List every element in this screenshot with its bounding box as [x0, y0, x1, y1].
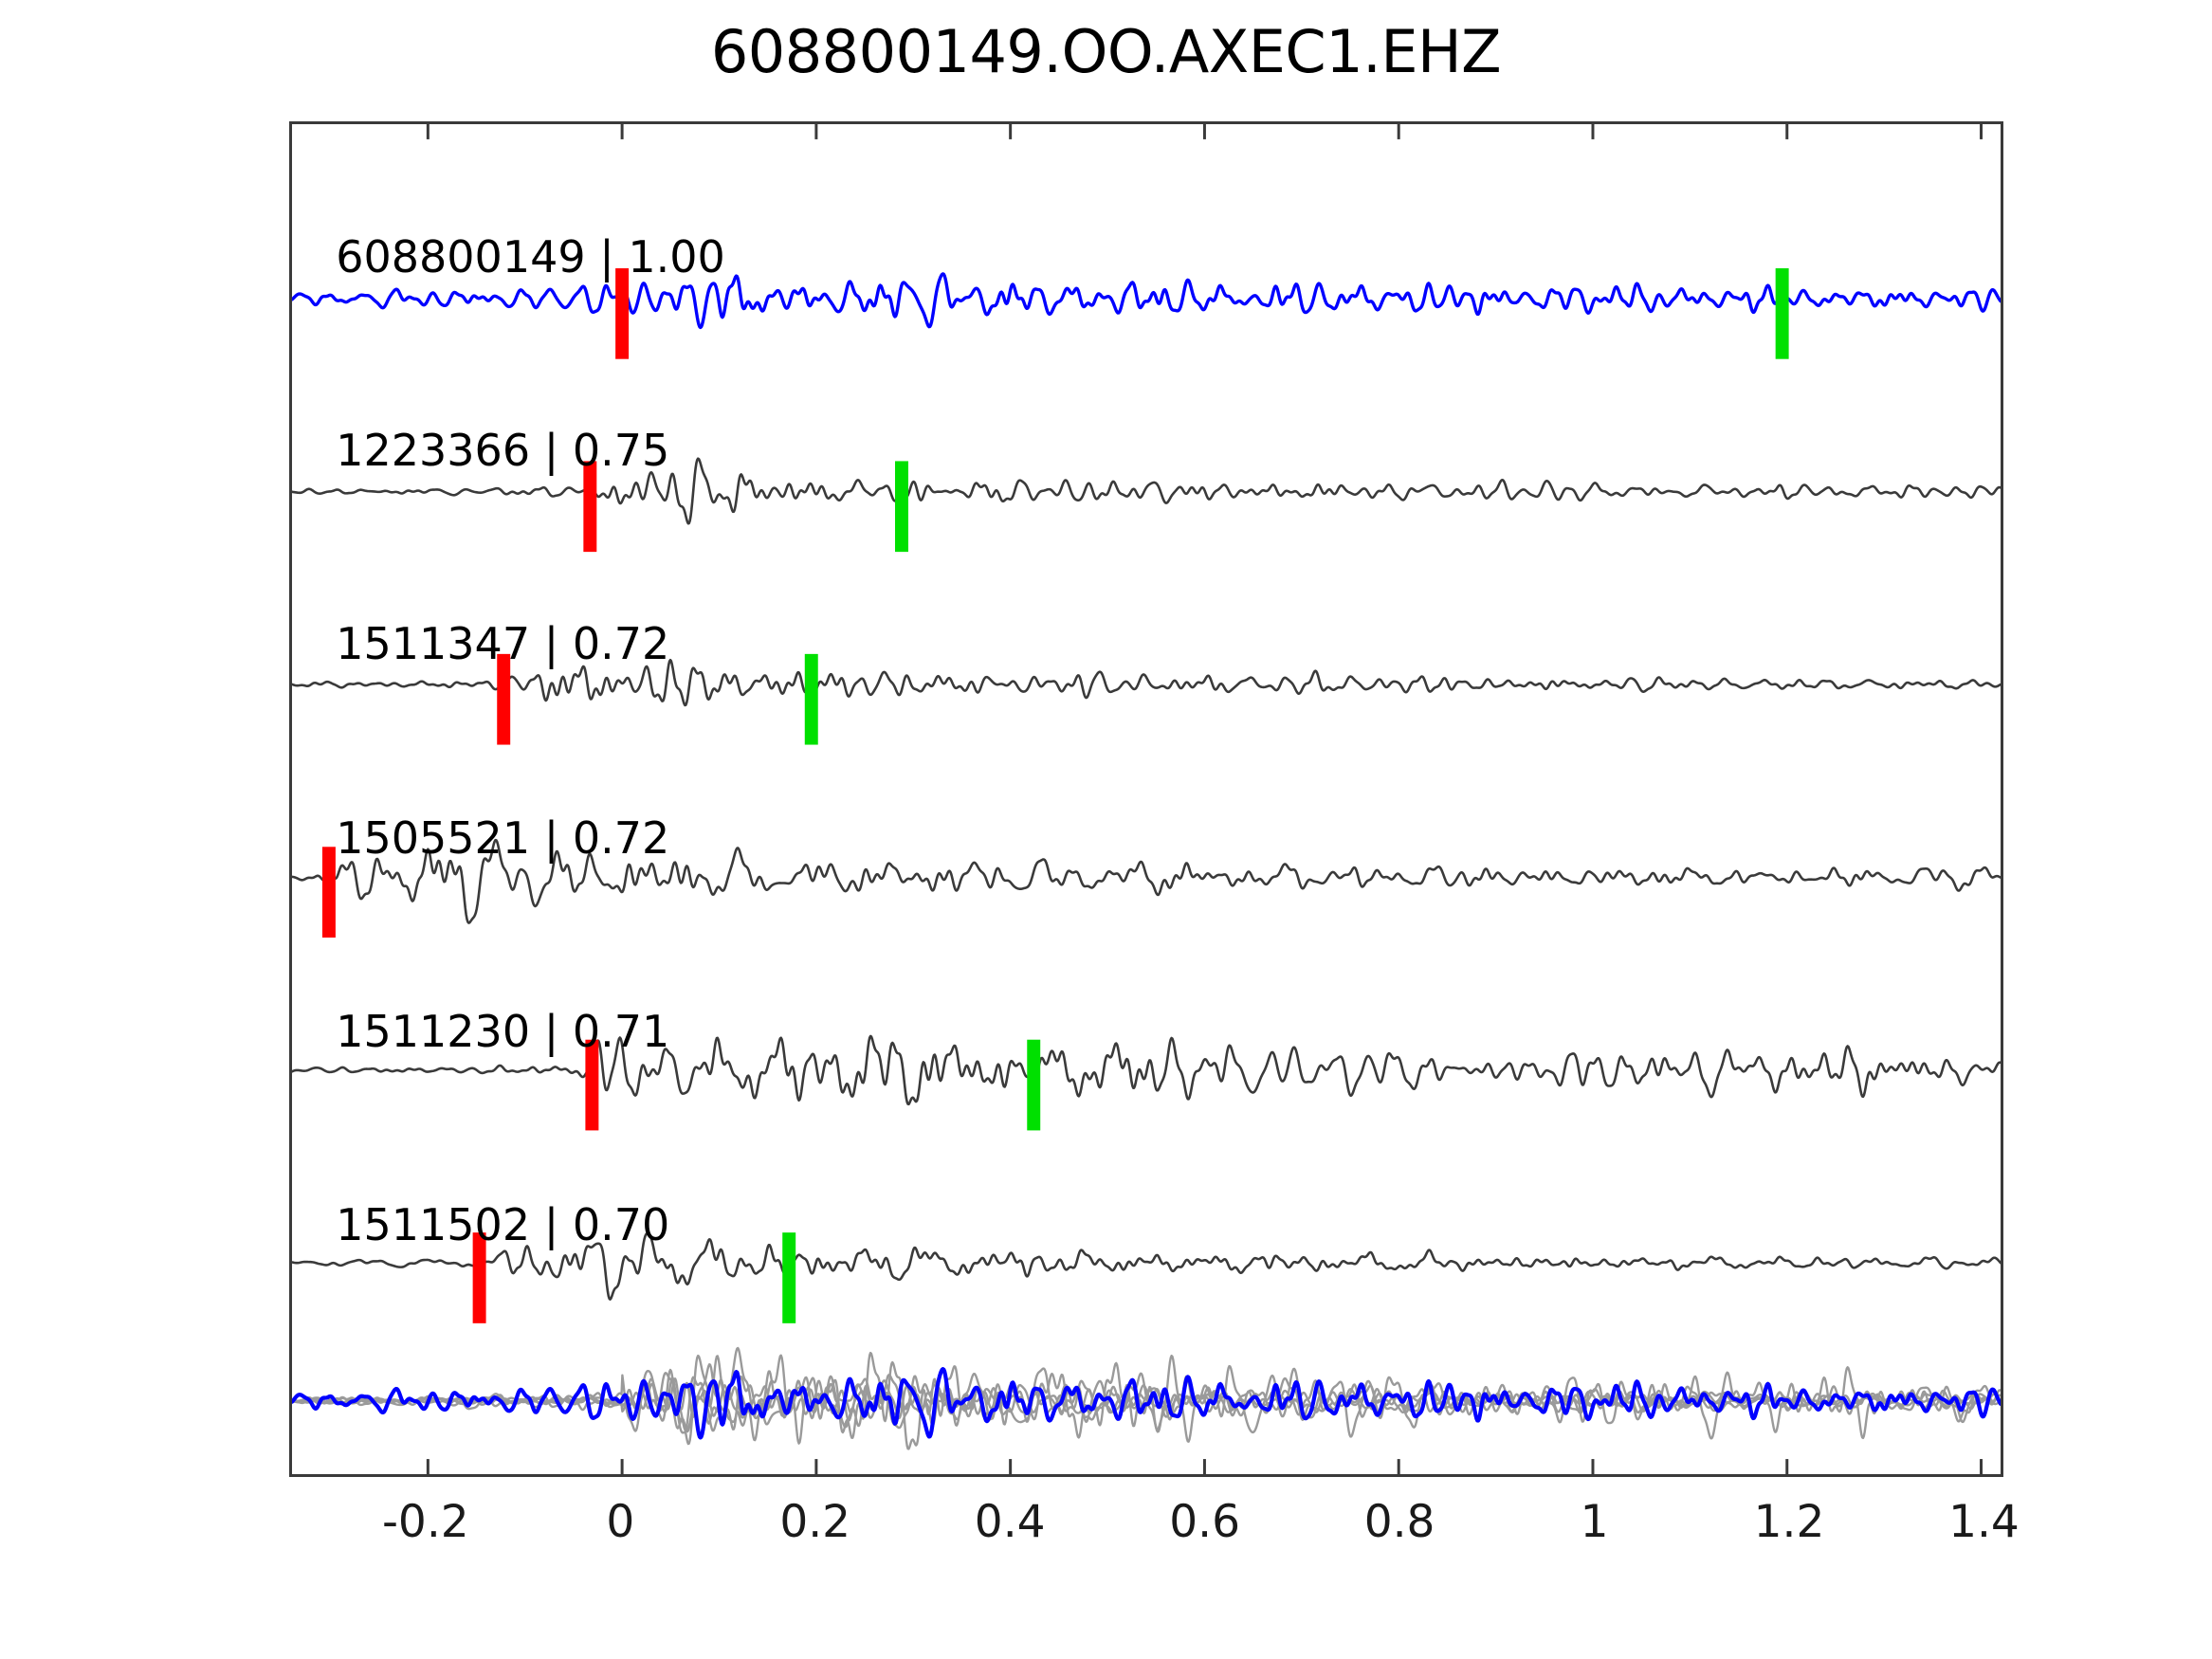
pick-marker-p-1511230[interactable] — [585, 1039, 599, 1131]
x-tick-label-6: 1 — [1580, 1496, 1609, 1548]
x-tick-label-7: 1.2 — [1753, 1496, 1825, 1548]
x-tick-label-5: 0.8 — [1363, 1496, 1435, 1548]
pick-marker-s-1511347[interactable] — [804, 653, 818, 745]
waveform-plot — [292, 124, 2001, 1474]
plot-axes[interactable]: 608800149 | 1.00 1223366 | 0.75 1511347 | … — [289, 121, 2003, 1477]
waveform-trace-1511230 — [292, 1034, 2001, 1106]
x-axis-tick-labels: -0.2 0 0.2 0.4 0.6 0.8 1 1.2 1.4 — [0, 1496, 2212, 1572]
pick-marker-p-1505521[interactable] — [321, 847, 336, 938]
x-tick-label-0: -0.2 — [381, 1496, 469, 1548]
waveform-trace-608800149 — [292, 272, 2001, 330]
page-title: 608800149.OO.AXEC1.EHZ — [710, 17, 1502, 86]
x-tick-label-8: 1.4 — [1948, 1496, 2020, 1548]
waveform-trace-1505521 — [292, 838, 2001, 924]
overlay-trace-608800149 — [292, 1367, 2001, 1440]
pick-marker-s-1511230[interactable] — [1027, 1039, 1041, 1131]
trace-group — [292, 272, 2001, 1450]
axis-tick-group — [426, 124, 1983, 1474]
x-tick-label-1: 0 — [606, 1496, 635, 1548]
waveform-trace-1511502 — [292, 1231, 2001, 1301]
waveform-trace-1511347 — [292, 658, 2001, 707]
pick-marker-p-1511347[interactable] — [497, 653, 511, 745]
pick-marker-p-1223366[interactable] — [583, 461, 597, 553]
pick-marker-p-608800149[interactable] — [615, 267, 630, 359]
x-tick-label-2: 0.2 — [779, 1496, 851, 1548]
x-tick-label-3: 0.4 — [974, 1496, 1046, 1548]
x-tick-label-4: 0.6 — [1169, 1496, 1240, 1548]
pick-marker-p-1511502[interactable] — [472, 1232, 486, 1323]
pick-marker-s-1511502[interactable] — [782, 1232, 796, 1323]
pick-marker-s-608800149[interactable] — [1775, 267, 1789, 359]
overlay-trace-1511502 — [292, 1363, 2001, 1433]
pick-marker-s-1223366[interactable] — [895, 461, 908, 553]
pick-marker-group — [321, 267, 1789, 1323]
waveform-trace-1223366 — [292, 457, 2001, 525]
